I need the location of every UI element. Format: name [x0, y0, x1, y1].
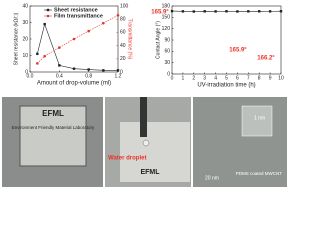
legend-marker [46, 8, 50, 12]
point [258, 10, 261, 13]
y-tick-label: 30 [164, 60, 170, 66]
y-axis-label: Sheet resistance (kΩ/□) [13, 12, 19, 65]
droplet [142, 139, 150, 147]
point [236, 10, 239, 13]
y-tick-label: 40 [22, 3, 28, 9]
point [36, 62, 39, 65]
y2-tick-label: 20 [120, 56, 126, 62]
annotation: 166.2° [257, 56, 275, 62]
y2-tick-label: 100 [120, 3, 129, 9]
point [214, 10, 217, 13]
point [116, 13, 120, 17]
photo-text: EFML [42, 109, 64, 118]
x-tick-label: 6 [236, 75, 239, 81]
point [58, 46, 61, 49]
legend-label: Sheet resistance [54, 7, 98, 13]
photo-text: PDMS coated MWCNT [236, 171, 283, 176]
plot-frame [171, 5, 282, 75]
y2-tick-label: 60 [120, 30, 126, 36]
point [102, 21, 105, 25]
x-tick-label: 10 [278, 75, 284, 81]
x-tick-label: 0.0 [27, 73, 34, 79]
x-tick-label: 9 [269, 75, 272, 81]
photo-text: EFML [140, 169, 160, 176]
point [170, 9, 174, 13]
y2-tick-label: 0 [120, 69, 123, 75]
point [36, 52, 39, 56]
y-tick-label: 30 [22, 20, 28, 26]
y-tick-label: 10 [22, 53, 28, 59]
x-axis-label: UV-irradiation time (h) [197, 83, 255, 89]
point [247, 10, 250, 13]
annotation: 165.9° [229, 48, 247, 54]
point [87, 29, 90, 33]
photo-text: 20 nm [205, 175, 219, 181]
y-tick-label: 180 [162, 3, 171, 9]
point [72, 67, 76, 70]
series-line [37, 23, 118, 71]
pipette [140, 97, 147, 137]
photo-text: Water droplet [108, 156, 146, 162]
x-axis-label: Amount of drop-volume (ml) [37, 81, 111, 87]
point [43, 54, 46, 58]
y2-tick-label: 40 [120, 43, 126, 49]
x-tick-label: 4 [214, 75, 217, 81]
x-tick-label: 0 [171, 75, 174, 81]
legend-marker [46, 14, 50, 18]
point [58, 64, 61, 67]
photos: EFML Environment Friendly Material Labor… [2, 97, 287, 187]
point [181, 10, 185, 13]
x-tick-label: 1.2 [115, 73, 122, 79]
x-tick-label: 1 [182, 75, 185, 81]
x-tick-label: 0.4 [56, 73, 63, 79]
y-tick-label: 60 [164, 49, 170, 55]
point [203, 10, 206, 13]
y-tick-label: 150 [162, 15, 171, 21]
point [72, 37, 76, 41]
point [268, 10, 272, 13]
y-tick-label: 0 [167, 71, 170, 77]
x-tick-label: 0.8 [85, 73, 92, 79]
inset [241, 105, 273, 137]
point [279, 10, 283, 13]
y-tick-label: 20 [22, 36, 28, 42]
series-line [37, 14, 119, 64]
film [19, 105, 87, 167]
point [43, 22, 46, 26]
film [120, 122, 190, 182]
x-tick-label: 7 [247, 75, 250, 81]
y-tick-label: 90 [164, 37, 170, 43]
y2-tick-label: 80 [120, 17, 126, 23]
x-tick-label: 2 [192, 75, 195, 81]
legend-label: Film transmittance [54, 13, 103, 19]
annotation: 165.9° [151, 10, 169, 16]
y-tick-label: 0 [25, 69, 28, 75]
point [116, 69, 120, 72]
y-tick-label: 120 [162, 26, 171, 32]
photo-text: Environment Friendly Material Laboratory [12, 125, 95, 130]
x-tick-label: 5 [225, 75, 228, 81]
x-tick-label: 8 [258, 75, 261, 81]
y-axis-label: Contact Angle (°) [155, 21, 161, 59]
figure: EFML Environment Friendly Material Labor… [2, 3, 287, 187]
point [102, 69, 105, 72]
x-tick-label: 3 [203, 75, 206, 81]
photo-text: 1 nm [254, 115, 265, 121]
y2-axis-label: Transmittance (%) [127, 19, 133, 60]
point [87, 68, 90, 71]
point [192, 10, 195, 13]
point [225, 10, 228, 13]
